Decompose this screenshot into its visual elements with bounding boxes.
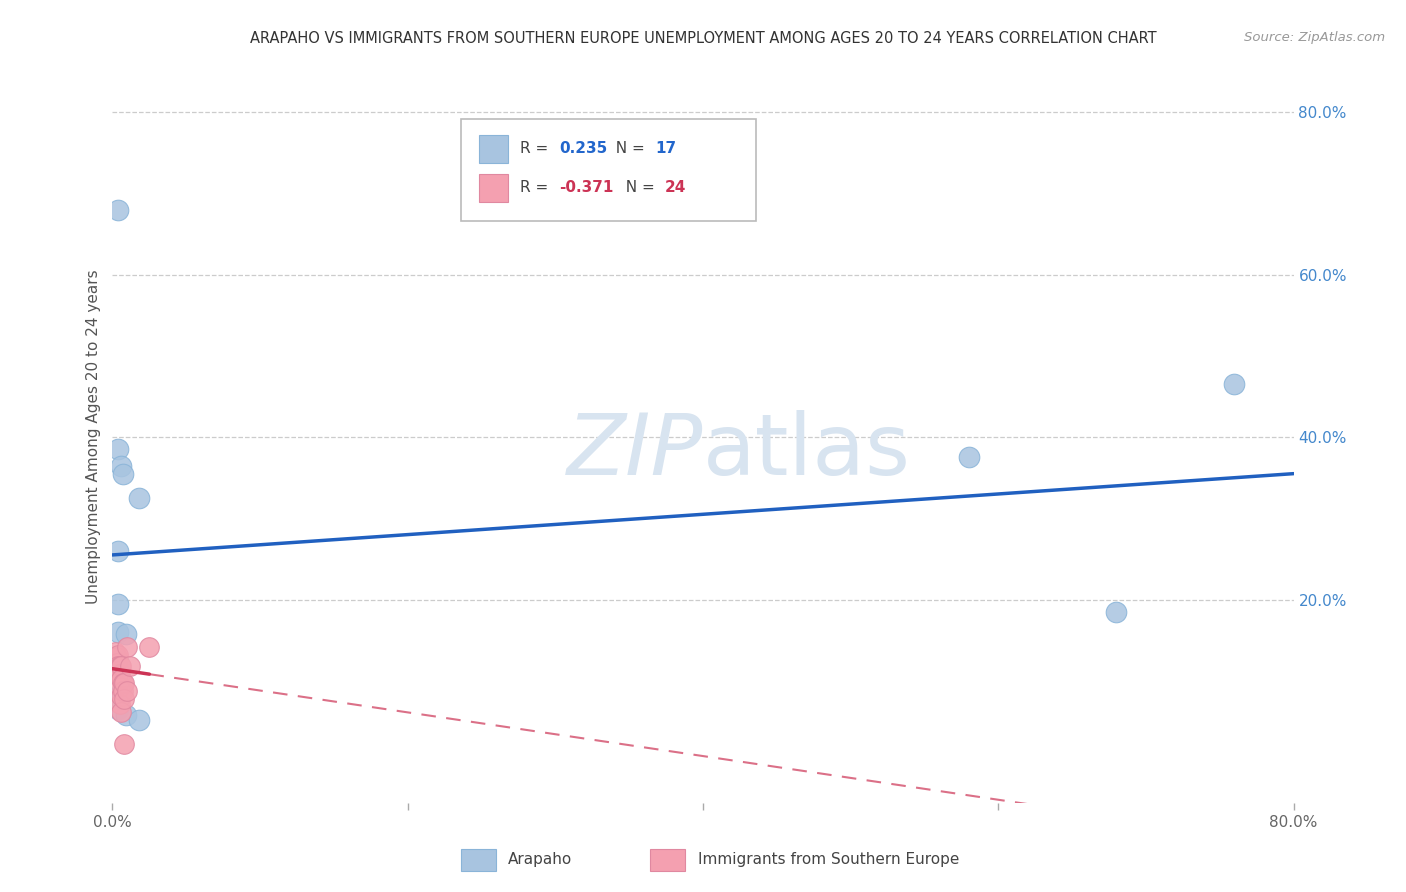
Point [138, 640, 160, 654]
Point [107, 202, 129, 217]
Point [110, 659, 132, 673]
Point [107, 442, 129, 457]
Point [105, 656, 128, 670]
Point [107, 659, 129, 673]
Point [117, 640, 138, 654]
Text: -0.371: -0.371 [560, 180, 613, 195]
Point [107, 654, 129, 668]
Point [117, 683, 138, 698]
Text: ARAPAHO VS IMMIGRANTS FROM SOUTHERN EUROPE UNEMPLOYMENT AMONG AGES 20 TO 24 YEAR: ARAPAHO VS IMMIGRANTS FROM SOUTHERN EURO… [250, 31, 1156, 46]
Text: N =: N = [606, 142, 650, 156]
FancyBboxPatch shape [650, 849, 685, 871]
Point [107, 625, 129, 640]
Point [110, 458, 132, 473]
Text: atlas: atlas [703, 410, 911, 493]
Point [114, 626, 136, 640]
Point [110, 689, 132, 703]
Point [114, 708, 136, 723]
Text: Arapaho: Arapaho [508, 853, 572, 867]
Point [108, 697, 131, 711]
Point [107, 667, 129, 681]
Point [108, 659, 131, 673]
Point [111, 675, 134, 690]
Point [120, 659, 142, 673]
Point [112, 737, 135, 751]
Text: ZIP: ZIP [567, 410, 703, 493]
Point [107, 702, 129, 716]
Text: 17: 17 [655, 142, 676, 156]
Point [108, 681, 131, 695]
Point [110, 673, 132, 687]
Point [110, 686, 132, 700]
Text: 24: 24 [665, 180, 686, 195]
Point [112, 691, 135, 706]
Text: R =: R = [520, 142, 553, 156]
FancyBboxPatch shape [478, 135, 508, 163]
Text: Immigrants from Southern Europe: Immigrants from Southern Europe [699, 853, 960, 867]
Point [108, 667, 131, 681]
Point [105, 649, 128, 664]
Text: 0.235: 0.235 [560, 142, 607, 156]
Point [111, 467, 134, 481]
Point [110, 705, 132, 719]
Point [111, 683, 134, 698]
FancyBboxPatch shape [461, 119, 756, 221]
Point [107, 597, 129, 611]
Point [105, 659, 128, 673]
Point [957, 450, 980, 465]
Point [1223, 377, 1246, 392]
Point [128, 491, 150, 505]
FancyBboxPatch shape [478, 174, 508, 202]
Point [112, 675, 135, 690]
Y-axis label: Unemployment Among Ages 20 to 24 years: Unemployment Among Ages 20 to 24 years [86, 269, 101, 605]
Point [128, 713, 150, 727]
Point [107, 544, 129, 558]
Text: Source: ZipAtlas.com: Source: ZipAtlas.com [1244, 31, 1385, 45]
Point [1105, 605, 1128, 619]
Point [107, 648, 129, 662]
Text: N =: N = [616, 180, 659, 195]
Text: R =: R = [520, 180, 553, 195]
Point [104, 645, 127, 659]
FancyBboxPatch shape [461, 849, 496, 871]
